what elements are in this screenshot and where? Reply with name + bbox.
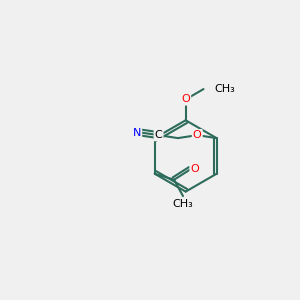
Text: CH₃: CH₃ bbox=[214, 84, 235, 94]
Text: O: O bbox=[190, 164, 199, 174]
Text: O: O bbox=[193, 130, 202, 140]
Text: O: O bbox=[181, 94, 190, 104]
Text: C: C bbox=[155, 130, 163, 140]
Text: N: N bbox=[133, 128, 141, 138]
Text: CH₃: CH₃ bbox=[172, 199, 194, 208]
